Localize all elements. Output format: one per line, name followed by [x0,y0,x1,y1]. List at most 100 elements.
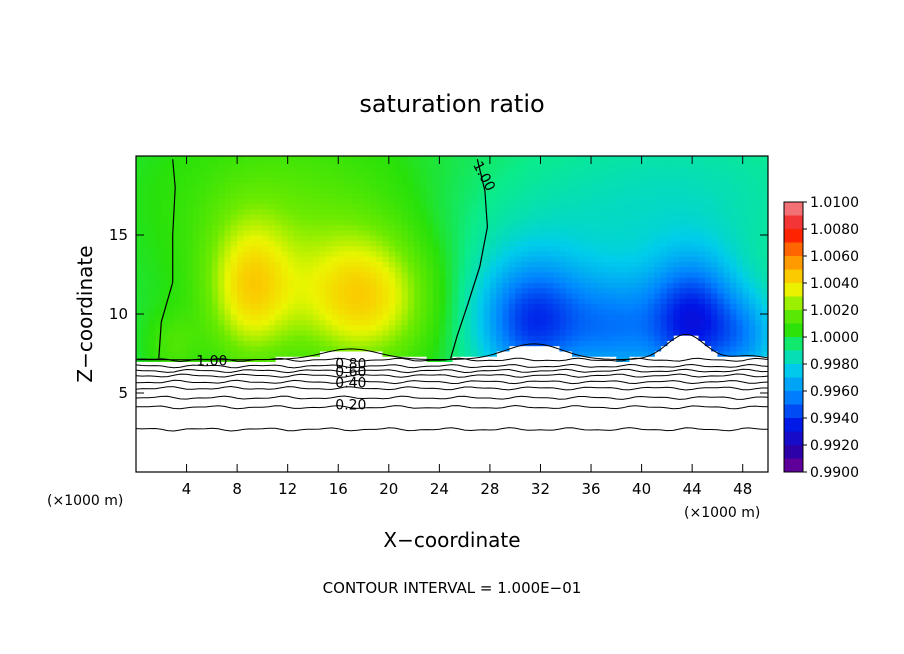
field-cell [256,261,263,268]
field-cell [761,287,768,294]
field-cell [136,345,143,352]
field-cell [458,182,466,189]
field-cell [262,182,270,189]
field-cell [294,350,301,357]
field-cell [666,213,674,220]
field-cell [673,187,681,194]
field-cell [603,198,611,204]
field-cell [249,266,257,273]
field-cell [230,161,238,168]
field-cell [350,192,358,199]
field-cell [312,245,320,252]
field-cell [464,345,472,352]
field-cell [546,229,554,236]
field-cell [496,177,504,183]
field-cell [376,324,384,331]
field-cell [635,271,643,278]
colorbar-segment [784,229,803,243]
field-cell [572,282,579,289]
field-cell [224,292,232,299]
field-cell [445,229,453,236]
field-cell [622,161,630,168]
field-cell [376,314,384,320]
field-cell [610,319,617,326]
field-cell [591,213,598,220]
field-cell [698,203,706,210]
field-cell [395,182,403,189]
field-cell [717,319,725,326]
field-cell [635,266,643,273]
field-cell [679,182,687,189]
field-cell [243,187,251,194]
field-cell [489,156,497,162]
field-cell [483,203,491,210]
field-cell [584,282,592,289]
field-cell [199,345,207,352]
field-cell [294,271,301,278]
field-cell [546,329,554,336]
x-tick-label: 48 [733,480,752,498]
field-cell [420,182,428,189]
field-cell [192,308,200,315]
field-cell [230,277,238,283]
field-cell [502,250,510,257]
field-cell [496,250,504,257]
field-cell [698,329,706,336]
field-cell [376,256,384,262]
field-cell [211,287,219,294]
field-cell [331,319,339,326]
field-cell [173,182,181,189]
field-cell [300,198,308,204]
field-cell [186,256,194,262]
field-cell [142,292,150,299]
field-cell [205,266,213,273]
field-cell [704,166,712,173]
field-cell [325,203,333,210]
field-cell [527,266,535,273]
field-cell [666,303,674,310]
field-cell [369,335,377,341]
field-cell [237,271,245,278]
field-cell [654,277,662,283]
field-cell [496,308,504,315]
field-cell [350,287,358,294]
field-cell [357,213,365,220]
field-cell [515,235,523,241]
field-cell [287,303,295,310]
field-cell [730,314,737,320]
field-cell [382,261,390,268]
field-cell [704,256,712,262]
field-cell [666,266,674,273]
field-cell [730,235,737,241]
colorbar-label: 1.0080 [810,222,859,238]
field-cell [167,187,175,194]
field-cell [281,261,289,268]
field-cell [521,324,529,331]
field-cell [679,161,687,168]
field-cell [508,329,516,336]
field-cell [344,187,352,194]
field-cell [192,219,200,226]
field-cell [711,187,719,194]
field-cell [249,282,257,289]
field-cell [357,250,365,257]
field-cell [325,266,333,273]
field-cell [268,235,276,241]
field-cell [211,250,219,257]
field-cell [515,308,523,315]
field-cell [224,192,232,199]
field-cell [426,240,434,247]
field-cell [224,203,232,210]
field-cell [136,324,143,331]
field-cell [578,303,586,310]
field-cell [401,287,409,294]
field-cell [723,340,731,347]
field-cell [704,245,712,252]
field-cell [205,235,213,241]
field-cell [439,250,447,257]
field-cell [401,161,409,168]
field-cell [540,303,548,310]
field-cell [161,192,169,199]
field-cell [540,282,548,289]
